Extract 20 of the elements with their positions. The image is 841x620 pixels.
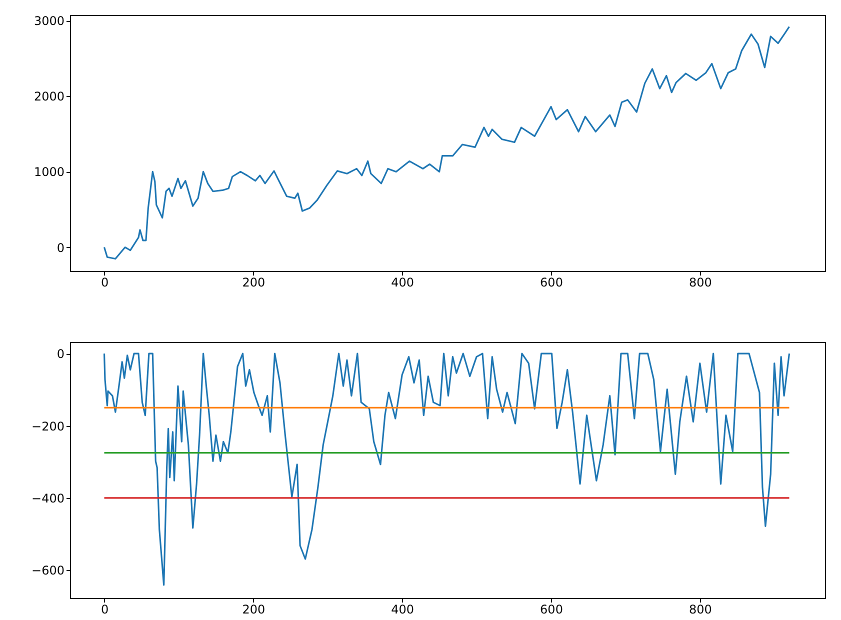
x-tick-label: 600 xyxy=(540,602,563,616)
y-tick-label: 3000 xyxy=(34,14,64,28)
x-tick-label: 0 xyxy=(100,602,109,616)
x-tick-label: 400 xyxy=(391,276,414,290)
y-tick-label: −200 xyxy=(32,419,64,434)
y-tick-label: 0 xyxy=(56,347,64,362)
x-tick-label: 800 xyxy=(688,602,712,616)
x-tick-label: 400 xyxy=(391,602,414,616)
x-tick-label: 200 xyxy=(242,276,266,290)
x-tick-label: 0 xyxy=(100,276,109,290)
x-tick-label: 800 xyxy=(688,276,712,290)
y-tick-label: 2000 xyxy=(34,90,64,104)
y-tick-label: −400 xyxy=(32,491,64,506)
x-tick-label: 600 xyxy=(540,276,563,290)
line-series xyxy=(103,352,790,586)
y-tick-label: −600 xyxy=(32,564,64,578)
y-tick-label: 1000 xyxy=(34,165,64,180)
y-tick-label: 0 xyxy=(56,240,64,255)
x-tick-label: 200 xyxy=(242,602,266,616)
line-series xyxy=(103,26,790,260)
